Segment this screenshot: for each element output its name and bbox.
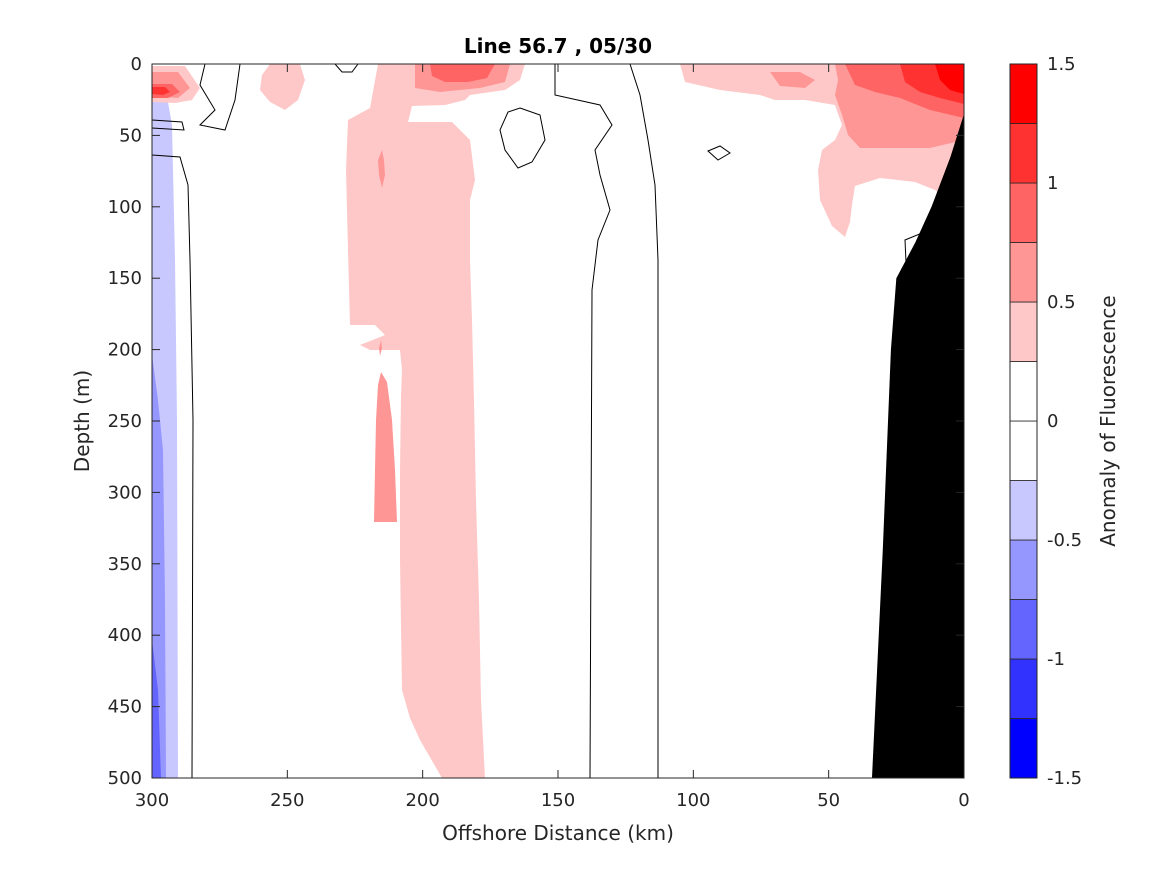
y-tick-label: 450 — [108, 697, 142, 718]
contour-lines — [152, 64, 936, 778]
y-tick-label: 300 — [108, 482, 142, 503]
plot-area: 300 250 200 150 100 50 0 050100150200250300350… — [108, 54, 970, 811]
x-tick-label: 200 — [405, 790, 439, 811]
contour-region-14 — [374, 372, 397, 522]
contour-region-21 — [935, 64, 964, 94]
y-tick-label: 350 — [108, 554, 142, 575]
colorbar-swatch — [1009, 182, 1038, 243]
colorbar-swatch — [1009, 301, 1038, 362]
x-tick-label: 300 — [135, 790, 169, 811]
colorbar-tick-label: 1.5 — [1047, 54, 1076, 75]
y-tick-label: 0 — [131, 54, 142, 75]
x-tick-label: 100 — [676, 790, 710, 811]
colorbar-ticks: -1.5 -1 -0.5 0 0.5 1 1.5 — [1047, 54, 1082, 789]
zero-contour-small-dip — [334, 64, 359, 73]
contour-fills — [152, 64, 964, 778]
contour-region-17 — [770, 72, 815, 88]
y-tick-label: 150 — [108, 268, 142, 289]
zero-contour-left-column — [152, 154, 194, 778]
zero-contour-mid-right — [629, 64, 659, 778]
contour-region-4 — [565, 64, 630, 82]
colorbar-label: Anomaly of Fluorescence — [1096, 295, 1120, 546]
colorbar-swatch — [1009, 539, 1038, 600]
zero-contour-mid-left — [554, 64, 613, 778]
colorbar-tick-label: -1.5 — [1047, 768, 1082, 789]
chart-title: Line 56.7 , 05/30 — [464, 34, 652, 58]
zero-contour-near-surface — [198, 64, 241, 131]
y-tick-label: 200 — [108, 340, 142, 361]
colorbar: -1.5 -1 -0.5 0 0.5 1 1.5 — [1009, 54, 1082, 789]
y-tick-label: 500 — [108, 768, 142, 789]
contour-region-8 — [152, 87, 170, 95]
colorbar-tick-label: 0.5 — [1047, 292, 1076, 313]
colorbar-swatches — [1009, 63, 1038, 779]
y-axis: 0 50 100 150 200 250 300 350 400 450 500 — [108, 54, 964, 789]
colorbar-tick-label: 1 — [1047, 173, 1058, 194]
zero-contour-diamond — [707, 145, 731, 161]
colorbar-frame — [1009, 63, 1038, 779]
colorbar-tick-label: -1 — [1047, 649, 1065, 670]
colorbar-tick-label: 0 — [1047, 411, 1058, 432]
x-tick-label: 50 — [817, 790, 840, 811]
contour-region-9 — [260, 64, 305, 110]
colorbar-tick-label: -0.5 — [1047, 530, 1082, 551]
colorbar-swatch — [1009, 480, 1038, 541]
x-tick-label: 150 — [541, 790, 575, 811]
colorbar-swatch — [1009, 599, 1038, 660]
contour-region-12 — [430, 64, 495, 82]
contour-region-3 — [152, 640, 161, 778]
x-tick-label: 0 — [958, 790, 969, 811]
bathymetry-seafloor — [871, 113, 964, 778]
colorbar-swatch — [1009, 63, 1038, 124]
contour-region-10 — [346, 64, 525, 778]
x-tick-label: 250 — [270, 790, 304, 811]
y-tick-label: 250 — [108, 411, 142, 432]
x-axis-label: Offshore Distance (km) — [442, 821, 674, 845]
colorbar-swatch — [1009, 420, 1038, 481]
colorbar-swatch — [1009, 123, 1038, 184]
y-tick-label: 50 — [119, 125, 142, 146]
y-axis-label: Depth (m) — [70, 370, 94, 472]
contour-region-15 — [379, 340, 382, 356]
colorbar-swatch — [1009, 242, 1038, 303]
colorbar-swatch — [1009, 361, 1038, 422]
zero-contour-eddy — [499, 107, 546, 169]
y-tick-label: 400 — [108, 625, 142, 646]
colorbar-swatch — [1009, 658, 1038, 719]
zero-contour-surface-loop — [152, 119, 185, 131]
contour-region-13 — [378, 150, 385, 188]
y-tick-label: 100 — [108, 197, 142, 218]
x-axis: 300 250 200 150 100 50 0 — [135, 64, 970, 811]
colorbar-swatch — [1009, 718, 1038, 779]
